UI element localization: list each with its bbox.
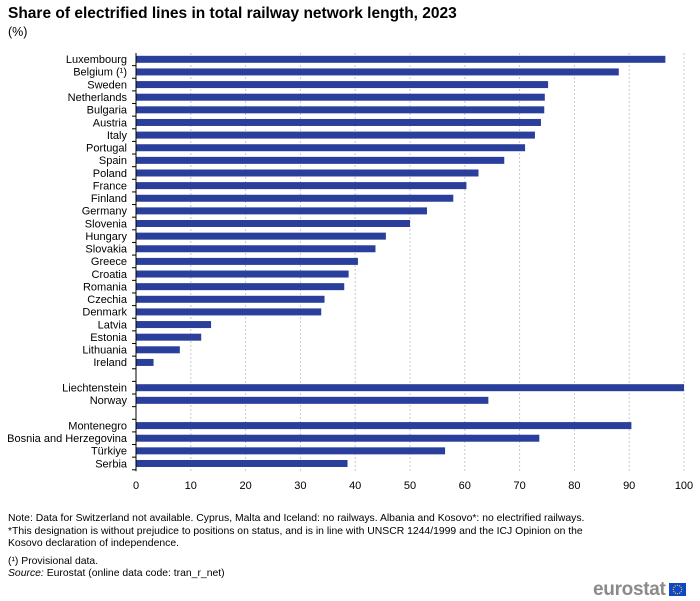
source-text: Eurostat (online data code: tran_r_net) bbox=[43, 568, 225, 579]
category-label: Lithuania bbox=[82, 345, 128, 357]
flag-star bbox=[672, 586, 675, 588]
bar bbox=[136, 220, 410, 227]
bar bbox=[136, 295, 325, 303]
bar bbox=[136, 55, 666, 63]
bar bbox=[136, 447, 446, 455]
bar bbox=[136, 156, 505, 164]
notes-block: Note: Data for Switzerland not available… bbox=[8, 513, 598, 581]
note-provisional: (¹) Provisional data. bbox=[8, 555, 99, 567]
category-label: Ireland bbox=[93, 357, 127, 369]
bar bbox=[136, 257, 358, 265]
bar bbox=[136, 144, 526, 152]
flag-star bbox=[680, 591, 682, 593]
flag-star bbox=[678, 585, 680, 587]
category-label: Türkiye bbox=[91, 446, 127, 458]
flag-star bbox=[680, 586, 682, 588]
bar bbox=[136, 459, 348, 467]
category-label: Denmark bbox=[82, 307, 127, 319]
bar bbox=[136, 346, 180, 354]
flag-star bbox=[680, 588, 682, 591]
bar bbox=[136, 270, 349, 278]
bar bbox=[136, 321, 212, 329]
category-label: Austria bbox=[93, 117, 128, 129]
bar bbox=[136, 308, 322, 316]
category-label: Sweden bbox=[87, 79, 127, 91]
category-label: Estonia bbox=[90, 332, 128, 344]
bar bbox=[136, 245, 376, 253]
category-label: Romania bbox=[83, 281, 128, 293]
category-label: Finland bbox=[91, 193, 127, 205]
note-kosovo: *This designation is without prejudice t… bbox=[8, 525, 583, 550]
bar bbox=[136, 434, 540, 442]
x-tick-label: 50 bbox=[404, 480, 416, 492]
eu-flag-icon bbox=[668, 583, 686, 596]
category-label: France bbox=[93, 180, 127, 192]
x-tick-label: 10 bbox=[185, 480, 197, 492]
bar bbox=[136, 93, 545, 101]
category-label: Netherlands bbox=[68, 92, 128, 104]
chart-title: Share of electrified lines in total rail… bbox=[8, 5, 457, 22]
bar bbox=[136, 333, 202, 341]
category-label: Luxembourg bbox=[66, 54, 127, 66]
category-label: Norway bbox=[90, 395, 128, 407]
bar bbox=[136, 118, 541, 126]
bar bbox=[136, 396, 489, 404]
category-label: Latvia bbox=[98, 319, 128, 331]
category-label: Croatia bbox=[92, 269, 128, 281]
flag-star bbox=[674, 592, 676, 594]
chart-subtitle: (%) bbox=[8, 25, 28, 39]
x-tick-label: 70 bbox=[513, 480, 525, 492]
category-label: Slovakia bbox=[85, 244, 127, 256]
category-label: Poland bbox=[93, 168, 127, 180]
category-label: Germany bbox=[82, 206, 128, 218]
bar bbox=[136, 283, 345, 291]
bar bbox=[136, 194, 454, 202]
bar bbox=[136, 182, 467, 190]
x-tick-label: 80 bbox=[568, 480, 580, 492]
bar bbox=[136, 207, 427, 215]
x-tick-label: 20 bbox=[239, 480, 251, 492]
category-label: Bulgaria bbox=[87, 105, 128, 117]
category-label: Spain bbox=[99, 155, 127, 167]
bar bbox=[136, 169, 479, 177]
bar bbox=[136, 384, 684, 392]
bar bbox=[136, 68, 619, 76]
category-label: Italy bbox=[107, 130, 128, 142]
flag-star bbox=[672, 591, 675, 593]
category-label: Bosnia and Herzegovina bbox=[7, 433, 128, 445]
note-availability: Note: Data for Switzerland not available… bbox=[8, 513, 585, 524]
flag-star bbox=[676, 584, 678, 586]
category-label: Hungary bbox=[85, 231, 127, 243]
bar bbox=[136, 81, 549, 89]
eurostat-wordmark: eurostat bbox=[593, 579, 666, 600]
source-label: Source: bbox=[8, 568, 44, 579]
flag-star bbox=[676, 593, 678, 595]
source-line: Source: Eurostat (online data code: tran… bbox=[8, 568, 598, 581]
category-label: Greece bbox=[91, 256, 127, 268]
category-label: Slovenia bbox=[85, 218, 128, 230]
x-tick-label: 0 bbox=[133, 480, 139, 492]
bar bbox=[136, 358, 154, 366]
x-tick-label: 30 bbox=[294, 480, 306, 492]
category-label: Portugal bbox=[86, 143, 127, 155]
category-label: Czechia bbox=[87, 294, 128, 306]
bar bbox=[136, 106, 545, 114]
category-label: Montenegro bbox=[68, 420, 127, 432]
category-label: Liechtenstein bbox=[62, 383, 127, 395]
flag-star bbox=[672, 588, 674, 591]
eurostat-logo: eurostat bbox=[593, 580, 686, 599]
bar bbox=[136, 232, 386, 240]
x-tick-label: 40 bbox=[349, 480, 361, 492]
x-tick-label: 60 bbox=[459, 480, 471, 492]
bar bbox=[136, 131, 535, 139]
flag-star bbox=[678, 592, 680, 594]
bar bbox=[136, 422, 632, 430]
category-label: Serbia bbox=[95, 458, 128, 470]
x-tick-label: 100 bbox=[675, 480, 693, 492]
flag-star bbox=[674, 585, 676, 587]
x-tick-label: 90 bbox=[623, 480, 635, 492]
category-label: Belgium (¹) bbox=[73, 67, 127, 79]
